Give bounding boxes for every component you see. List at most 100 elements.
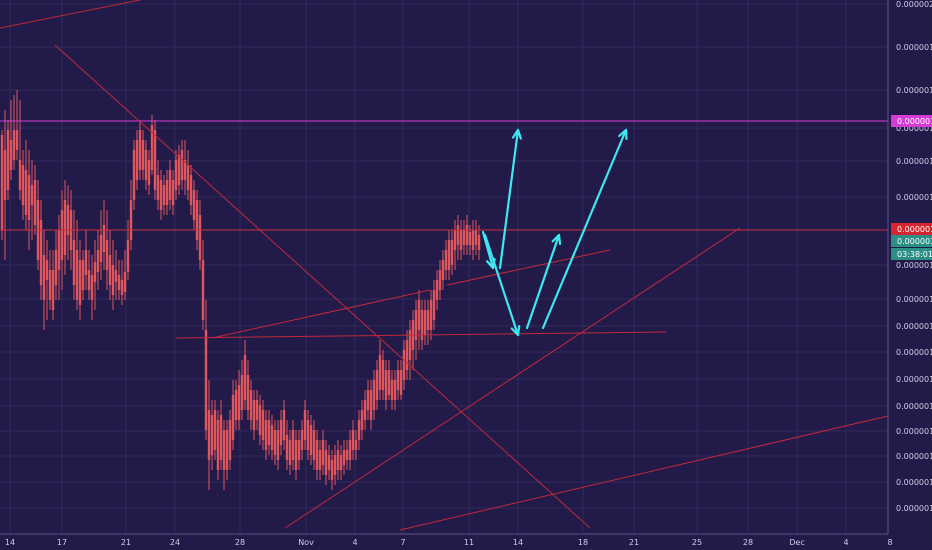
y-tick-label-5: 0.00000178: [896, 193, 932, 202]
x-tick-label-4: 28: [235, 538, 245, 547]
x-tick-label-14: Dec: [789, 538, 804, 547]
candle-body-43: [129, 200, 133, 240]
candle-body-68: [204, 330, 208, 430]
candle-body-97: [291, 430, 295, 460]
trend-line-1: [54, 44, 591, 529]
candle-body-46: [138, 130, 142, 170]
candle-body-52: [156, 175, 160, 200]
candle-body-51: [153, 130, 157, 190]
candle-body-1: [3, 150, 7, 200]
arrow-1-head: [511, 128, 522, 140]
price-tag-label-3: 03:38:01: [897, 250, 932, 259]
candle-body-21: [63, 200, 67, 255]
candle-body-96: [288, 440, 292, 465]
price-tag-bg-3: [891, 248, 932, 260]
candle-body-122: [366, 390, 370, 410]
candle-body-42: [126, 240, 130, 272]
candle-body-80: [240, 375, 244, 410]
candle-body-146: [438, 270, 442, 290]
arrow-1-shaft: [498, 128, 520, 270]
candle-body-121: [363, 400, 367, 420]
candle-body-63: [189, 175, 193, 205]
candle-body-24: [72, 240, 76, 285]
y-tick-label-9: 0.00000160: [896, 348, 932, 357]
candle-body-135: [405, 340, 409, 370]
price-tag-2: 0.00000174: [891, 235, 932, 247]
candle-body-61: [183, 160, 187, 180]
arrow-2-shaft: [483, 233, 520, 337]
candle-body-57: [171, 180, 175, 205]
x-tick-label-7: 7: [400, 538, 405, 547]
price-tag-bg-0: [891, 115, 932, 127]
candle-body-156: [468, 232, 472, 245]
candle-body-18: [54, 250, 58, 285]
arrow-1: [498, 128, 522, 270]
candle-body-154: [462, 230, 466, 245]
candle-body-70: [210, 415, 214, 455]
candle-body-110: [330, 460, 334, 480]
y-axis-panel: [888, 0, 932, 550]
candle-body-86: [258, 405, 262, 435]
candle-body-159: [477, 235, 481, 250]
candle-body-106: [318, 450, 322, 470]
x-tick-label-10: 18: [578, 538, 588, 547]
price-tag-label-1: 0.00000174: [897, 225, 932, 234]
candle-body-124: [372, 380, 376, 410]
candle-body-90: [270, 425, 274, 450]
candle-body-136: [408, 330, 412, 360]
candle-body-25: [75, 250, 79, 300]
x-tick-label-5: Nov: [298, 538, 314, 547]
candle-body-130: [390, 380, 394, 400]
candle-body-16: [48, 270, 52, 300]
candle-body-87: [261, 410, 265, 440]
candle-body-2: [6, 130, 10, 190]
candle-body-114: [342, 450, 346, 465]
y-tick-label-3: 0.00000186: [896, 124, 932, 133]
candle-body-92: [276, 430, 280, 460]
plot-area: [0, 0, 891, 534]
candle-body-83: [249, 390, 253, 420]
candle-body-72: [216, 420, 220, 470]
price-tag-label-2: 0.00000174: [897, 237, 932, 246]
candle-body-133: [399, 370, 403, 395]
candle-body-118: [354, 440, 358, 450]
candle-body-112: [336, 450, 340, 470]
x-tick-label-13: 28: [743, 538, 753, 547]
candle-body-54: [162, 185, 166, 205]
candle-body-82: [246, 375, 250, 410]
y-tick-label-10: 0.00000157: [896, 375, 932, 384]
candle-body-39: [117, 275, 121, 290]
candle-body-69: [207, 410, 211, 460]
price-tag-bg-1: [891, 223, 932, 235]
candle-body-77: [231, 395, 235, 440]
arrow-4-shaft: [541, 128, 628, 330]
candle-body-131: [393, 380, 397, 400]
candle-body-147: [441, 260, 445, 280]
y-tick-label-7: 0.00000166: [896, 295, 932, 304]
candle-body-4: [12, 130, 16, 160]
candle-body-101: [303, 410, 307, 440]
candle-body-45: [135, 140, 139, 180]
candle-body-139: [417, 300, 421, 330]
x-tick-label-9: 14: [513, 538, 523, 547]
candle-body-48: [144, 150, 148, 180]
candle-body-35: [105, 240, 109, 270]
candle-body-126: [378, 355, 382, 390]
candle-body-116: [348, 440, 352, 460]
candle-body-5: [15, 130, 19, 150]
trend-line-6: [399, 415, 889, 531]
candle-body-44: [132, 150, 136, 200]
candle-body-143: [429, 300, 433, 330]
candle-body-14: [42, 255, 46, 300]
candle-body-158: [474, 230, 478, 245]
candle-body-140: [420, 310, 424, 340]
x-tick-label-1: 17: [57, 538, 67, 547]
candle-body-152: [456, 225, 460, 245]
candle-body-76: [228, 420, 232, 460]
candle-body-7: [21, 165, 25, 205]
candle-body-117: [351, 430, 355, 450]
candle-body-113: [339, 455, 343, 470]
